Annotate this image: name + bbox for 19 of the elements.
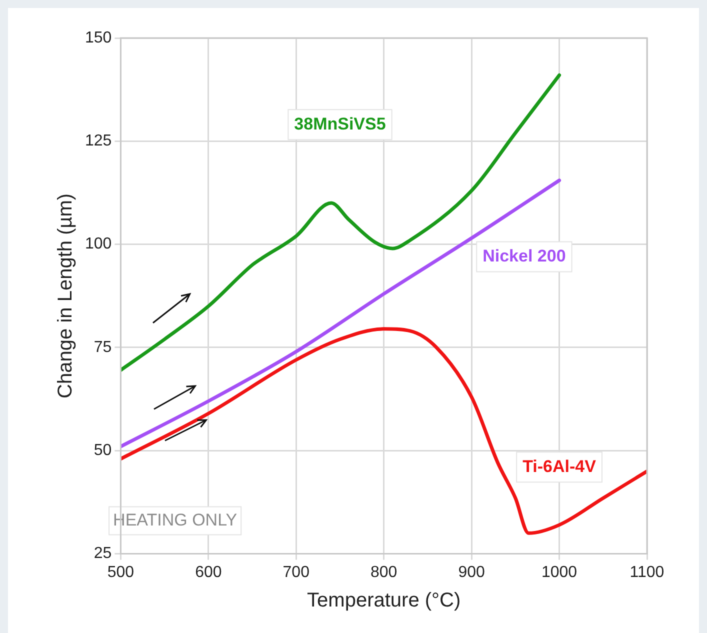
y-tick-label: 50	[94, 442, 112, 460]
y-tick-label: 75	[94, 338, 112, 356]
series-label: Nickel 200	[482, 246, 566, 266]
y-axis-title: Change in Length (µm)	[54, 193, 77, 398]
y-tick-label: 150	[84, 29, 112, 46]
x-axis-title: Temperature (°C)	[307, 590, 461, 612]
annotation: HEATING ONLY	[113, 510, 238, 530]
text: 38MnSiVS5	[294, 114, 386, 134]
x-tick-label: 800	[370, 564, 398, 581]
x-tick-label: 1100	[630, 564, 664, 581]
x-tick-label: 500	[107, 564, 134, 581]
x-tick-label: 900	[458, 564, 486, 581]
x-tick-label: 1000	[541, 564, 578, 581]
x-tick-label: 600	[195, 564, 222, 581]
y-tick-label: 25	[94, 545, 112, 562]
y-tick-label: 100	[84, 236, 112, 253]
series-label: Ti-6Al-4V	[522, 456, 597, 476]
y-tick-label: 125	[84, 132, 112, 150]
x-tick-label: 700	[282, 564, 310, 581]
